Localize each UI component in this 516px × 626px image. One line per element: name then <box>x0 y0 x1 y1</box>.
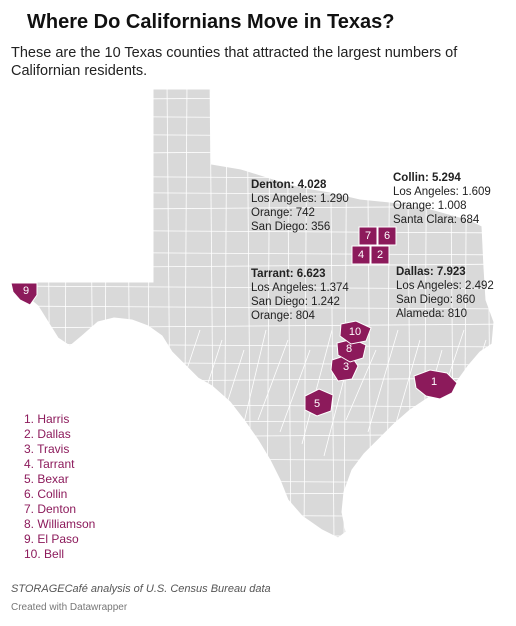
credit-note[interactable]: Created with Datawrapper <box>11 602 128 613</box>
county-rank-4: 4 <box>358 249 364 261</box>
county-rank-2: 2 <box>377 249 383 261</box>
county-shape-bexar <box>304 388 334 417</box>
callout-tarrant-line: San Diego: 1.242 <box>251 296 340 308</box>
callout-tarrant: Tarrant: 6.623 Los Angeles: 1.374 San Di… <box>251 267 349 323</box>
county-rank-3: 3 <box>343 361 349 373</box>
county-shape-collin <box>377 226 397 246</box>
county-rank-10: 10 <box>349 326 361 338</box>
county-shape-denton <box>358 226 378 246</box>
county-marker-harris[interactable]: 1 <box>413 369 458 400</box>
legend-item: 1. Harris <box>24 412 70 426</box>
callout-denton-line: Los Angeles: 1.290 <box>251 193 349 205</box>
chart-subtitle: These are the 10 Texas counties that att… <box>11 45 458 79</box>
texas-county-map: 1 2 3 4 5 6 7 8 9 10 <box>8 88 495 539</box>
county-rank-9: 9 <box>23 285 29 297</box>
county-marker-denton[interactable]: 7 <box>358 226 378 246</box>
county-marker-dallas[interactable]: 2 <box>370 245 390 265</box>
county-rank-legend: 1. Harris 2. Dallas 3. Travis 4. Tarrant… <box>24 412 95 562</box>
callout-denton-line: Orange: 742 <box>251 207 315 219</box>
county-rank-6: 6 <box>384 230 390 242</box>
callout-denton: Denton: 4.028 Los Angeles: 1.290 Orange:… <box>251 178 349 234</box>
legend-item: 3. Travis <box>24 442 70 456</box>
county-shape-dallas <box>370 245 390 265</box>
callout-tarrant-line: Orange: 804 <box>251 310 315 322</box>
callout-denton-line: San Diego: 356 <box>251 221 331 233</box>
chart-title: Where Do Californians Move in Texas? <box>27 11 395 33</box>
county-shape-tarrant <box>351 245 371 265</box>
callout-dallas-head: Dallas: 7.923 <box>396 266 466 278</box>
callout-collin-head: Collin: 5.294 <box>393 172 461 184</box>
county-rank-5: 5 <box>314 398 320 410</box>
callout-collin: Collin: 5.294 Los Angeles: 1.609 Orange:… <box>393 171 491 227</box>
county-rank-1: 1 <box>431 376 437 388</box>
county-shape-bell <box>339 320 372 345</box>
county-rank-7: 7 <box>365 230 371 242</box>
legend-item: 9. El Paso <box>24 532 79 546</box>
callout-collin-line: Los Angeles: 1.609 <box>393 186 491 198</box>
legend-item: 4. Tarrant <box>24 457 75 471</box>
source-note: STORAGECafé analysis of U.S. Census Bure… <box>11 583 271 595</box>
county-marker-collin[interactable]: 6 <box>377 226 397 246</box>
county-shape-el-paso <box>10 282 38 306</box>
county-marker-bexar[interactable]: 5 <box>304 388 334 417</box>
callout-dallas: Dallas: 7.923 Los Angeles: 2.492 San Die… <box>396 265 494 321</box>
legend-item: 10. Bell <box>24 547 65 561</box>
legend-item: 2. Dallas <box>24 427 71 441</box>
callout-denton-head: Denton: 4.028 <box>251 179 327 191</box>
county-marker-tarrant[interactable]: 4 <box>351 245 371 265</box>
legend-item: 7. Denton <box>24 502 77 516</box>
legend-item: 5. Bexar <box>24 472 69 486</box>
callout-collin-line: Orange: 1.008 <box>393 200 467 212</box>
callout-tarrant-head: Tarrant: 6.623 <box>251 268 326 280</box>
county-rank-8: 8 <box>346 343 352 355</box>
county-shape-harris <box>413 369 458 400</box>
callout-dallas-line: San Diego: 860 <box>396 294 476 306</box>
county-marker-bell[interactable]: 10 <box>339 320 372 345</box>
callout-tarrant-line: Los Angeles: 1.374 <box>251 282 349 294</box>
legend-item: 8. Williamson <box>24 517 96 531</box>
callout-dallas-line: Los Angeles: 2.492 <box>396 280 494 292</box>
callout-dallas-line: Alameda: 810 <box>396 308 467 320</box>
county-marker-el-paso[interactable]: 9 <box>10 282 38 306</box>
callout-collin-line: Santa Clara: 684 <box>393 214 480 226</box>
legend-item: 6. Collin <box>24 487 68 501</box>
